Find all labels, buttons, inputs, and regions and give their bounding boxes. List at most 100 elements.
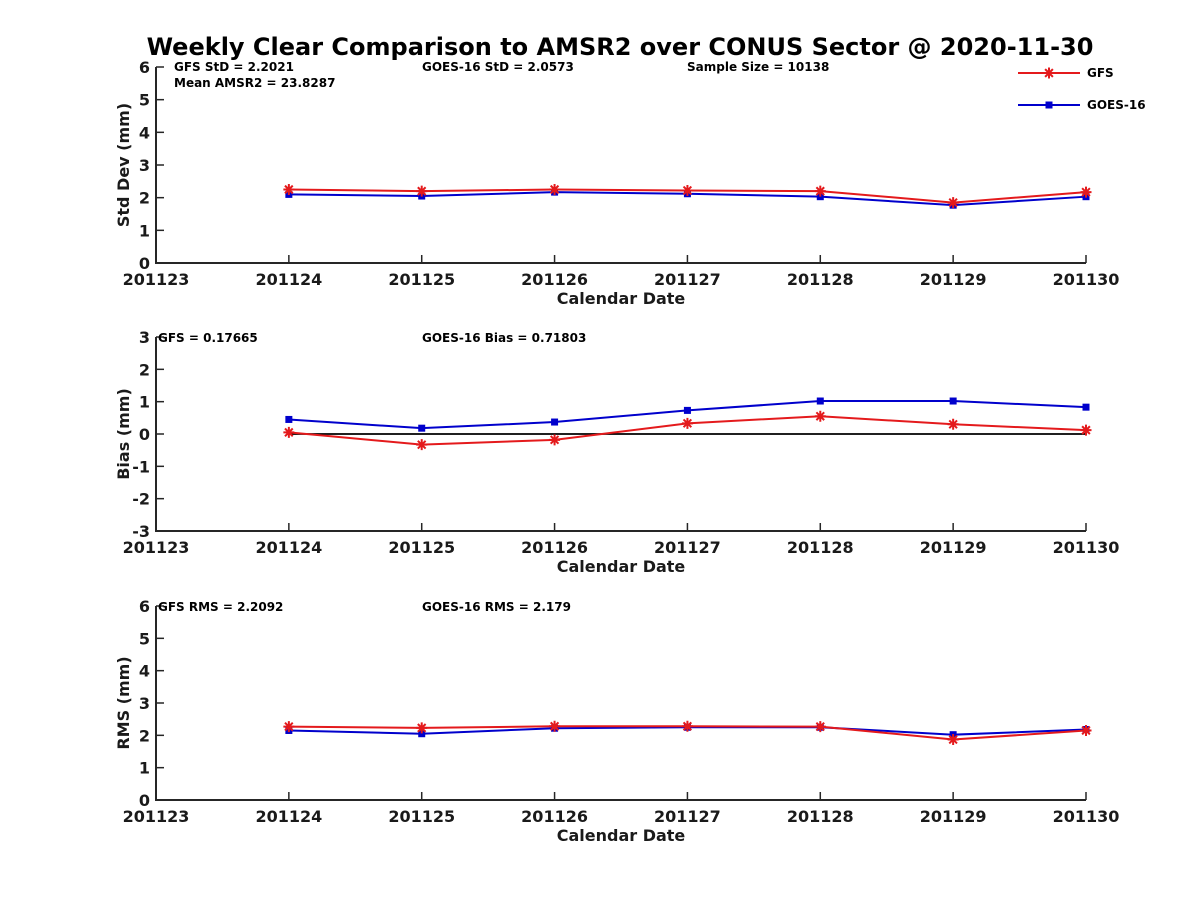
- y-tick-label: 6: [139, 58, 150, 77]
- data-point: [285, 415, 293, 423]
- annotation: Sample Size = 10138: [687, 60, 829, 74]
- y-tick-label: 6: [139, 597, 150, 616]
- data-point: [283, 426, 295, 438]
- x-tick-label: 201129: [920, 270, 987, 289]
- data-point: [283, 184, 295, 195]
- data-point: [947, 734, 959, 746]
- y-tick-label: 0: [139, 254, 150, 273]
- x-tick-label: 201130: [1053, 807, 1120, 826]
- x-tick-label: 201127: [654, 538, 721, 557]
- data-point: [816, 193, 824, 201]
- annotation: GFS = 0.17665: [158, 331, 258, 345]
- data-point: [1080, 724, 1092, 736]
- panel-2: 201123 201124 201125 201126 201127 201128 2011…: [114, 328, 1119, 576]
- y-tick-label: 4: [139, 662, 150, 681]
- data-point: [681, 720, 693, 732]
- x-tick-label: 201123: [123, 270, 190, 289]
- data-point: [416, 185, 428, 197]
- y-axis-label: Bias (mm): [114, 388, 133, 480]
- chart-title: Weekly Clear Comparison to AMSR2 over CO…: [147, 33, 1094, 61]
- x-tick-label: 201127: [654, 270, 721, 289]
- y-tick-label: 1: [139, 759, 150, 778]
- y-tick-label: 4: [139, 123, 150, 142]
- data-point: [949, 397, 957, 405]
- x-tick-label: 201128: [787, 538, 854, 557]
- data-point: [814, 721, 826, 733]
- series-gfs: [283, 410, 1092, 451]
- legend-marker: [1043, 67, 1055, 79]
- data-point: [1082, 403, 1090, 411]
- series-goes-16: [285, 397, 1090, 432]
- legend-entry-gfs: GFS: [1018, 66, 1114, 80]
- x-axis-label: Calendar Date: [557, 289, 686, 308]
- y-tick-label: 0: [139, 791, 150, 810]
- y-tick-label: 1: [139, 393, 150, 412]
- data-point: [283, 721, 295, 733]
- x-tick-label: 201124: [255, 270, 322, 289]
- legend-marker: [1045, 101, 1053, 109]
- annotation: GOES-16 StD = 2.0573: [422, 60, 574, 74]
- y-tick-label: 2: [139, 726, 150, 745]
- panels: 201123 201124 201125 201126 201127 201128 2011…: [114, 58, 1119, 845]
- axes: [155, 67, 1086, 264]
- x-tick-label: 201123: [123, 538, 190, 557]
- x-tick-label: 201130: [1053, 270, 1120, 289]
- annotation: GFS StD = 2.2021: [174, 60, 294, 74]
- y-tick-label: 5: [139, 91, 150, 110]
- annotation: Mean AMSR2 = 23.8287: [174, 76, 335, 90]
- x-tick-label: 201124: [255, 538, 322, 557]
- x-tick-label: 201127: [654, 807, 721, 826]
- panel-1: 201123 201124 201125 201126 201127 201128 2011…: [114, 58, 1119, 308]
- annotation: GOES-16 Bias = 0.71803: [422, 331, 586, 345]
- series-gfs: [283, 184, 1092, 209]
- y-tick-label: 1: [139, 221, 150, 240]
- x-tick-label: 201126: [521, 807, 588, 826]
- x-tick-label: 201130: [1053, 538, 1120, 557]
- data-point: [814, 185, 826, 197]
- x-tick-label: 201128: [787, 807, 854, 826]
- series-gfs: [283, 720, 1092, 746]
- y-axis-label: RMS (mm): [114, 656, 133, 749]
- x-tick-label: 201126: [521, 270, 588, 289]
- x-tick-label: 201124: [255, 807, 322, 826]
- legend-label: GOES-16: [1087, 98, 1146, 112]
- data-point: [416, 439, 428, 451]
- annotation: GOES-16 RMS = 2.179: [422, 600, 571, 614]
- y-tick-label: 0: [139, 425, 150, 444]
- x-tick-label: 201126: [521, 538, 588, 557]
- y-tick-label: -1: [132, 457, 150, 476]
- x-tick-label: 201129: [920, 807, 987, 826]
- data-point: [418, 730, 426, 738]
- legend-label: GFS: [1087, 66, 1114, 80]
- data-point: [549, 720, 561, 732]
- y-tick-label: 5: [139, 629, 150, 648]
- axes: [155, 606, 1086, 801]
- x-tick-label: 201125: [388, 538, 455, 557]
- data-point: [947, 418, 959, 430]
- data-point: [1080, 186, 1092, 198]
- data-point: [549, 434, 561, 446]
- y-tick-label: -3: [132, 522, 150, 541]
- y-tick-label: 3: [139, 156, 150, 175]
- legend-entry-goes-16: GOES-16: [1018, 98, 1146, 112]
- x-axis-label: Calendar Date: [557, 826, 686, 845]
- data-point: [681, 417, 693, 429]
- x-tick-label: 201125: [388, 807, 455, 826]
- data-point: [418, 424, 426, 432]
- data-point: [681, 184, 693, 196]
- y-tick-label: 3: [139, 328, 150, 347]
- x-tick-label: 201129: [920, 538, 987, 557]
- legend: GFS GOES-16: [1018, 66, 1146, 112]
- data-point: [1080, 424, 1092, 436]
- data-point: [816, 397, 824, 405]
- x-axis-label: Calendar Date: [557, 557, 686, 576]
- data-point: [551, 418, 559, 426]
- annotation: GFS RMS = 2.2092: [158, 600, 283, 614]
- y-tick-label: -2: [132, 490, 150, 509]
- data-point: [549, 184, 561, 195]
- data-point: [416, 722, 428, 734]
- y-tick-label: 2: [139, 360, 150, 379]
- y-axis-label: Std Dev (mm): [114, 103, 133, 227]
- x-tick-label: 201123: [123, 807, 190, 826]
